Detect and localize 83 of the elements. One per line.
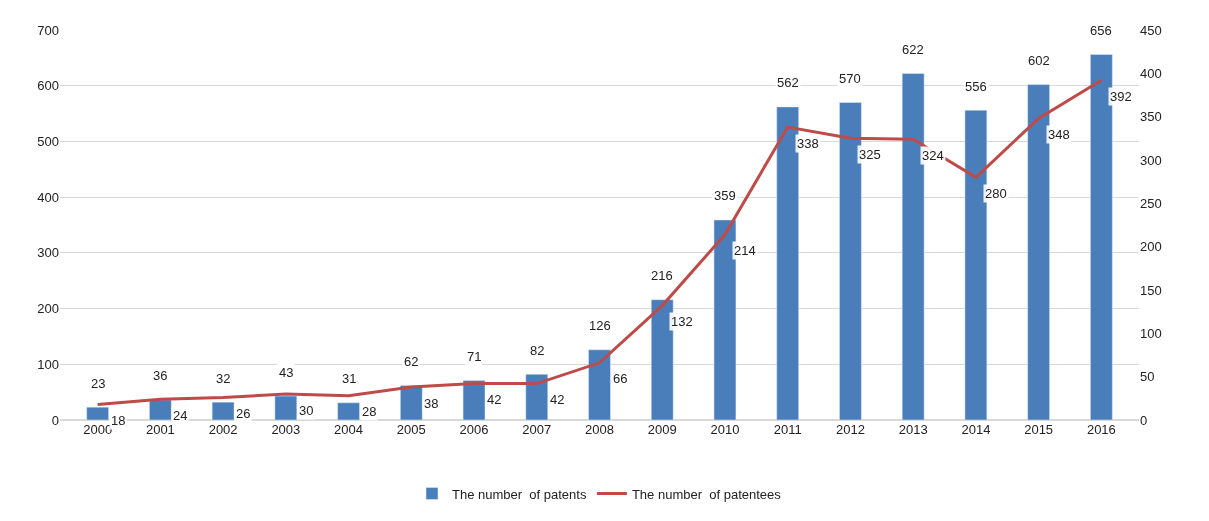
y2-tick-label: 350 [1140, 109, 1162, 125]
legend-label: The number of patents [452, 486, 587, 502]
data-label: 26 [236, 406, 251, 421]
bar [1027, 84, 1050, 420]
x-tick-label: 2012 [835, 422, 865, 437]
legend-label: The number of patentees [631, 486, 782, 502]
data-label: 562 [777, 75, 799, 90]
data-label: 31 [342, 371, 357, 386]
x-tick-label: 2000 [83, 422, 113, 437]
data-label: 30 [299, 403, 314, 418]
x-tick-label: 2005 [396, 422, 426, 437]
x-tick-label: 2006 [459, 422, 489, 437]
y2-tick-label: 150 [1140, 282, 1162, 298]
y-tick-label: 600 [37, 78, 59, 94]
x-tick-label: 2011 [773, 422, 802, 437]
y-tick-label: 0 [51, 412, 59, 428]
data-label: 82 [530, 343, 545, 358]
x-tick-label: 2007 [522, 422, 552, 437]
data-label: 42 [487, 392, 502, 407]
y2-tick-label: 100 [1140, 325, 1162, 341]
data-label: 23 [91, 376, 106, 391]
x-tick-label: 2013 [898, 422, 928, 437]
y-tick-label: 500 [37, 133, 59, 149]
x-tick-label: 2008 [585, 422, 614, 437]
x-tick-label: 2015 [1024, 422, 1054, 437]
y-tick-label: 400 [37, 189, 59, 205]
data-label: 38 [424, 396, 439, 411]
data-label: 280 [985, 186, 1007, 201]
data-label: 338 [797, 136, 819, 151]
x-tick-label: 2004 [334, 422, 364, 437]
y-tick-label: 100 [37, 356, 59, 372]
bar [776, 106, 799, 420]
bar [651, 299, 674, 420]
data-label: 36 [153, 368, 168, 383]
bar [86, 406, 109, 420]
y2-tick-label: 400 [1140, 65, 1162, 81]
bar [274, 395, 298, 420]
data-label: 28 [362, 404, 377, 419]
x-tick-label: 2009 [647, 422, 677, 437]
y2-tick-label: 450 [1140, 22, 1162, 38]
data-label: 325 [859, 147, 881, 162]
data-label: 62 [404, 354, 419, 369]
x-tick-label: 2010 [710, 422, 740, 437]
data-label: 18 [111, 413, 126, 428]
data-label: 348 [1048, 127, 1070, 142]
data-label: 214 [734, 243, 756, 258]
bar [337, 402, 360, 420]
y2-tick-label: 250 [1140, 195, 1162, 211]
data-label: 66 [613, 371, 628, 386]
data-label: 602 [1028, 53, 1050, 68]
data-label: 126 [589, 318, 611, 333]
x-tick-label: 2003 [271, 422, 301, 437]
bar [400, 385, 423, 420]
bar [149, 399, 172, 420]
bar [211, 401, 235, 420]
data-label: 216 [651, 268, 673, 283]
data-label: 359 [714, 188, 736, 203]
data-label: 132 [671, 314, 693, 329]
x-tick-label: 2001 [145, 422, 175, 437]
bar [588, 349, 611, 420]
data-label: 556 [965, 79, 987, 94]
data-label: 656 [1090, 23, 1112, 38]
y-tick-label: 700 [37, 22, 59, 38]
y-tick-label: 200 [37, 301, 59, 317]
data-label: 392 [1110, 89, 1132, 104]
y2-tick-label: 200 [1140, 239, 1162, 255]
data-label: 71 [467, 349, 482, 364]
y-tick-label: 300 [37, 245, 59, 261]
y2-tick-label: 300 [1140, 152, 1162, 168]
data-label: 42 [550, 392, 565, 407]
data-label: 570 [839, 71, 861, 86]
y2-tick-label: 50 [1140, 369, 1155, 385]
y2-tick-label: 0 [1140, 412, 1148, 428]
data-label: 32 [216, 371, 231, 386]
bar [462, 380, 486, 420]
data-label: 324 [922, 148, 944, 163]
x-tick-label: 2014 [961, 422, 991, 437]
bar [525, 374, 548, 420]
x-tick-label: 2002 [208, 422, 238, 437]
x-tick-label: 2016 [1086, 422, 1116, 437]
data-label: 43 [279, 365, 294, 380]
data-label: 622 [902, 42, 924, 57]
data-label: 24 [173, 408, 188, 423]
